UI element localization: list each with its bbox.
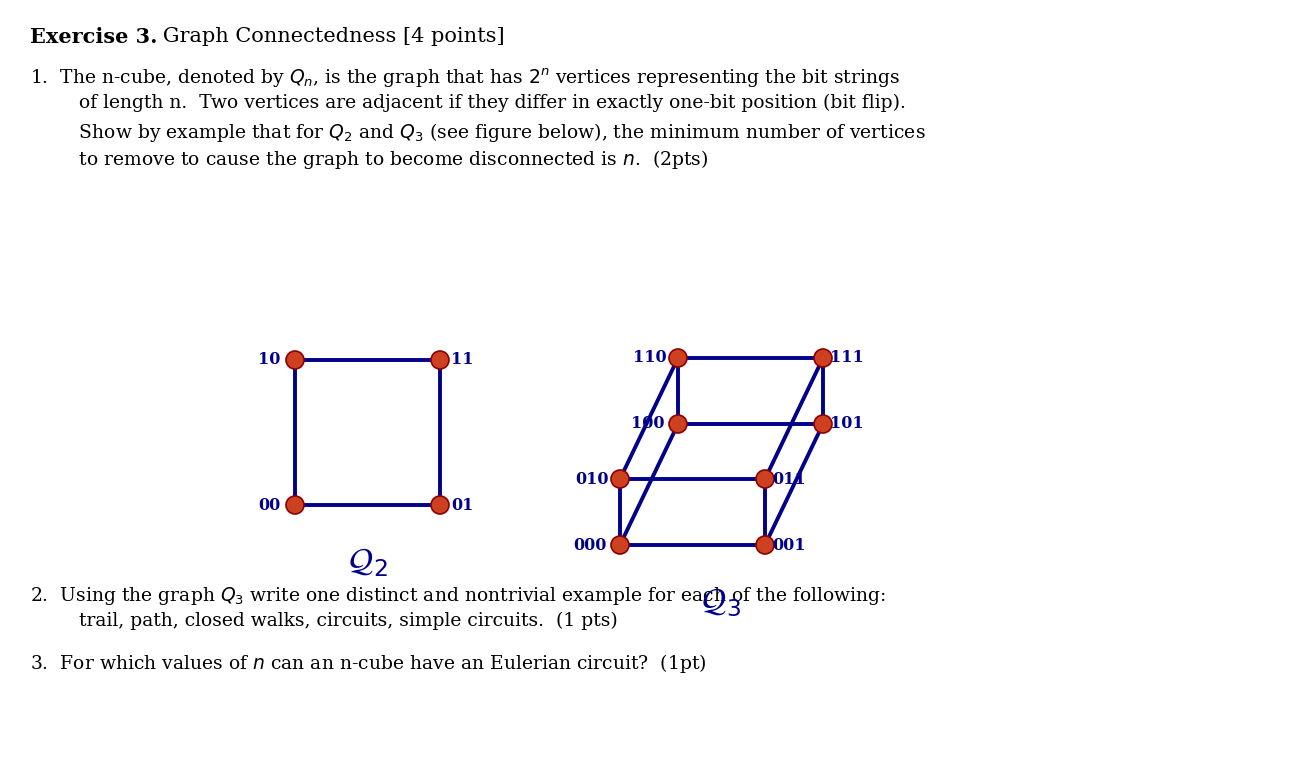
Text: 111: 111 — [831, 350, 863, 366]
Text: $\mathcal{Q}_2$: $\mathcal{Q}_2$ — [348, 546, 388, 579]
Text: $\mathcal{Q}_3$: $\mathcal{Q}_3$ — [702, 587, 742, 619]
Text: of length n.  Two vertices are adjacent if they differ in exactly one-bit positi: of length n. Two vertices are adjacent i… — [55, 94, 906, 112]
Text: Show by example that for $Q_2$ and $Q_3$ (see figure below), the minimum number : Show by example that for $Q_2$ and $Q_3$… — [55, 121, 926, 144]
Circle shape — [669, 415, 687, 433]
Text: 00: 00 — [258, 496, 280, 514]
Circle shape — [669, 349, 687, 367]
Text: 3.  For which values of $n$ can an n-cube have an Eulerian circuit?  (1pt): 3. For which values of $n$ can an n-cube… — [30, 652, 707, 675]
Text: 011: 011 — [772, 470, 806, 487]
Text: 010: 010 — [575, 470, 609, 487]
Text: 2.  Using the graph $Q_3$ write one distinct and nontrivial example for each of : 2. Using the graph $Q_3$ write one disti… — [30, 585, 887, 607]
Text: trail, path, closed walks, circuits, simple circuits.  (1 pts): trail, path, closed walks, circuits, sim… — [55, 612, 617, 630]
Text: 001: 001 — [772, 537, 806, 553]
Text: to remove to cause the graph to become disconnected is $n$.  (2pts): to remove to cause the graph to become d… — [55, 148, 708, 171]
Circle shape — [286, 351, 303, 369]
Text: 11: 11 — [450, 351, 473, 369]
Circle shape — [611, 470, 629, 488]
Text: 110: 110 — [633, 350, 667, 366]
Text: 10: 10 — [258, 351, 280, 369]
Text: Exercise 3.: Exercise 3. — [30, 27, 158, 47]
Circle shape — [286, 496, 303, 514]
Text: 1.  The n-cube, denoted by $Q_n$, is the graph that has $2^n$ vertices represent: 1. The n-cube, denoted by $Q_n$, is the … — [30, 67, 900, 90]
Circle shape — [756, 470, 773, 488]
Circle shape — [814, 415, 832, 433]
Text: 100: 100 — [631, 416, 665, 432]
Circle shape — [611, 536, 629, 554]
Text: Graph Connectedness [4 points]: Graph Connectedness [4 points] — [143, 27, 505, 46]
Text: 101: 101 — [831, 416, 863, 432]
Circle shape — [431, 351, 449, 369]
Text: 000: 000 — [573, 537, 607, 553]
Text: 01: 01 — [450, 496, 473, 514]
Circle shape — [756, 536, 773, 554]
Circle shape — [431, 496, 449, 514]
Circle shape — [814, 349, 832, 367]
